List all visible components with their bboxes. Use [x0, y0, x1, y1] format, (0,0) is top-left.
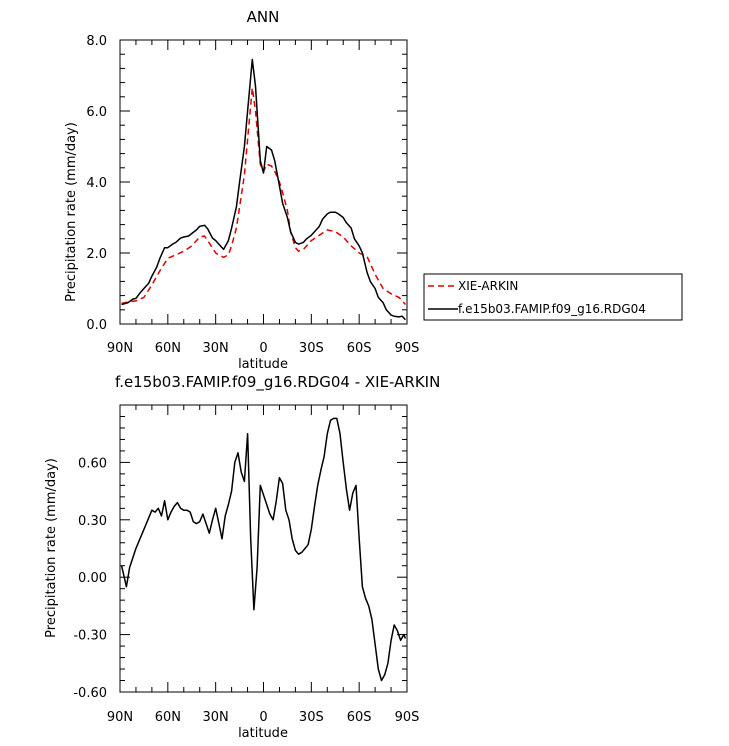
top-x-tick-label: 30N	[203, 341, 229, 356]
top-x-tick-label: 60N	[155, 341, 181, 356]
top-series-line-0	[121, 87, 406, 306]
bottom-x-tick-labels: 90N 60N 30N 0 30S 60S 90S	[107, 710, 420, 725]
bottom-x-tick-label: 30S	[299, 710, 324, 725]
bottom-panel: f.e15b03.FAMIP.f09_g16.RDG04 - XIE-ARKIN…	[44, 373, 440, 741]
bottom-tick-marks	[119, 405, 408, 693]
bottom-x-tick-label: 90N	[107, 710, 133, 725]
top-y-tick-label: 0.0	[86, 318, 107, 333]
top-y-tick-labels: 0.0 2.0 4.0 6.0 8.0	[86, 34, 107, 333]
bottom-x-tick-label: 30N	[203, 710, 229, 725]
bottom-plot-frame	[119, 404, 408, 693]
bottom-y-tick-label: 0.00	[78, 571, 107, 586]
legend-label-model: f.e15b03.FAMIP.f09_g16.RDG04	[458, 302, 646, 316]
bottom-y-tick-label: 0.60	[78, 456, 107, 471]
legend-label-xie-arkin: XIE-ARKIN	[458, 279, 518, 293]
top-x-tick-label: 90N	[107, 341, 133, 356]
legend: XIE-ARKIN f.e15b03.FAMIP.f09_g16.RDG04	[423, 273, 683, 321]
bottom-y-tick-labels: -0.60 -0.30 0.00 0.30 0.60	[73, 456, 107, 701]
top-chart-title: ANN	[247, 8, 280, 26]
top-y-tick-label: 2.0	[86, 247, 107, 262]
top-plot-frame	[119, 39, 408, 325]
bottom-y-tick-label: -0.30	[73, 629, 107, 644]
top-y-tick-label: 4.0	[86, 176, 107, 191]
top-y-axis-label: Precipitation rate (mm/day)	[64, 122, 79, 302]
top-x-tick-label: 0	[259, 341, 267, 356]
bottom-x-tick-label: 60S	[347, 710, 372, 725]
bottom-chart-title: f.e15b03.FAMIP.f09_g16.RDG04 - XIE-ARKIN	[115, 373, 440, 392]
legend-box	[423, 273, 683, 321]
top-panel: ANN 0.02.04.06.08.0 90N 60N 30N 0 30S 60S 90S …	[64, 8, 419, 372]
top-x-tick-label: 30S	[299, 341, 324, 356]
bottom-y-tick-label: 0.30	[78, 514, 107, 529]
top-series-line-1	[121, 58, 406, 321]
top-x-tick-labels: 90N 60N 30N 0 30S 60S 90S	[107, 341, 420, 356]
top-tick-marks	[119, 39, 408, 325]
top-x-tick-label: 60S	[347, 341, 372, 356]
top-series-lines	[121, 58, 406, 321]
top-y-tick-label: 8.0	[86, 34, 107, 49]
bottom-x-tick-label: 60N	[155, 710, 181, 725]
bottom-y-axis-label: Precipitation rate (mm/day)	[44, 458, 59, 638]
top-y-tick-label: 6.0	[86, 105, 107, 120]
bottom-x-tick-label: 90S	[395, 710, 420, 725]
bottom-x-tick-label: 0	[259, 710, 267, 725]
top-x-tick-label: 90S	[395, 341, 420, 356]
top-x-axis-label: latitude	[238, 357, 288, 372]
bottom-x-axis-label: latitude	[238, 726, 288, 741]
bottom-series-lines	[120, 417, 407, 682]
bottom-y-tick-label: -0.60	[73, 686, 107, 701]
bottom-series-line-0	[120, 417, 407, 682]
